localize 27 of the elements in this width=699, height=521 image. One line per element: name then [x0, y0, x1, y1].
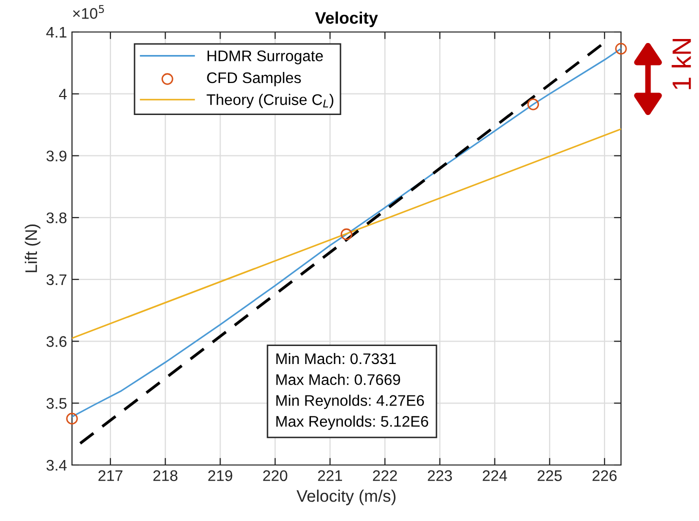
y-tick-label: 4	[58, 88, 67, 100]
y-tick-label: 4.1	[46, 27, 66, 38]
text: 1 kN	[672, 39, 691, 90]
chart-title: Velocity	[315, 12, 378, 28]
x-tick-label: 220	[263, 470, 288, 482]
text: ×10$^{5}$	[73, 5, 104, 19]
y-tick-label: 3.4	[46, 460, 67, 471]
x-tick-label: 221	[318, 470, 342, 481]
legend-label: CFD Samples	[207, 72, 301, 86]
x-tick-label: 224	[482, 470, 508, 481]
y-tick-label: 3.5	[46, 398, 66, 409]
y-tick-label: 3.8	[46, 212, 66, 224]
x-tick-label: 226	[592, 470, 617, 482]
legend-label: HDMR Surrogate	[208, 50, 323, 64]
y-tick-label: 3.9	[46, 150, 66, 162]
x-tick-label: 217	[98, 470, 122, 481]
x-tick-label: 223	[428, 470, 452, 482]
x-axis-title: Velocity (m/s)	[296, 490, 396, 506]
y-axis-title: Lift (N)	[24, 224, 40, 272]
annotation: Min Mach: 0.7331 Max Mach: 0.7669 Min Reynolds: 4.27E6 Max Reynolds: 5.12E6	[276, 352, 428, 430]
x-tick-label: 222	[372, 470, 397, 481]
y-tick-label: 3.7	[46, 274, 66, 286]
x-tick-label: 225	[538, 470, 562, 482]
x-tick-label: 219	[208, 470, 232, 482]
x-tick-label: 218	[153, 470, 178, 482]
legend-label: Theory (Cruise C$_{L}$)	[206, 94, 334, 108]
y-tick-label: 3.6	[46, 336, 66, 347]
